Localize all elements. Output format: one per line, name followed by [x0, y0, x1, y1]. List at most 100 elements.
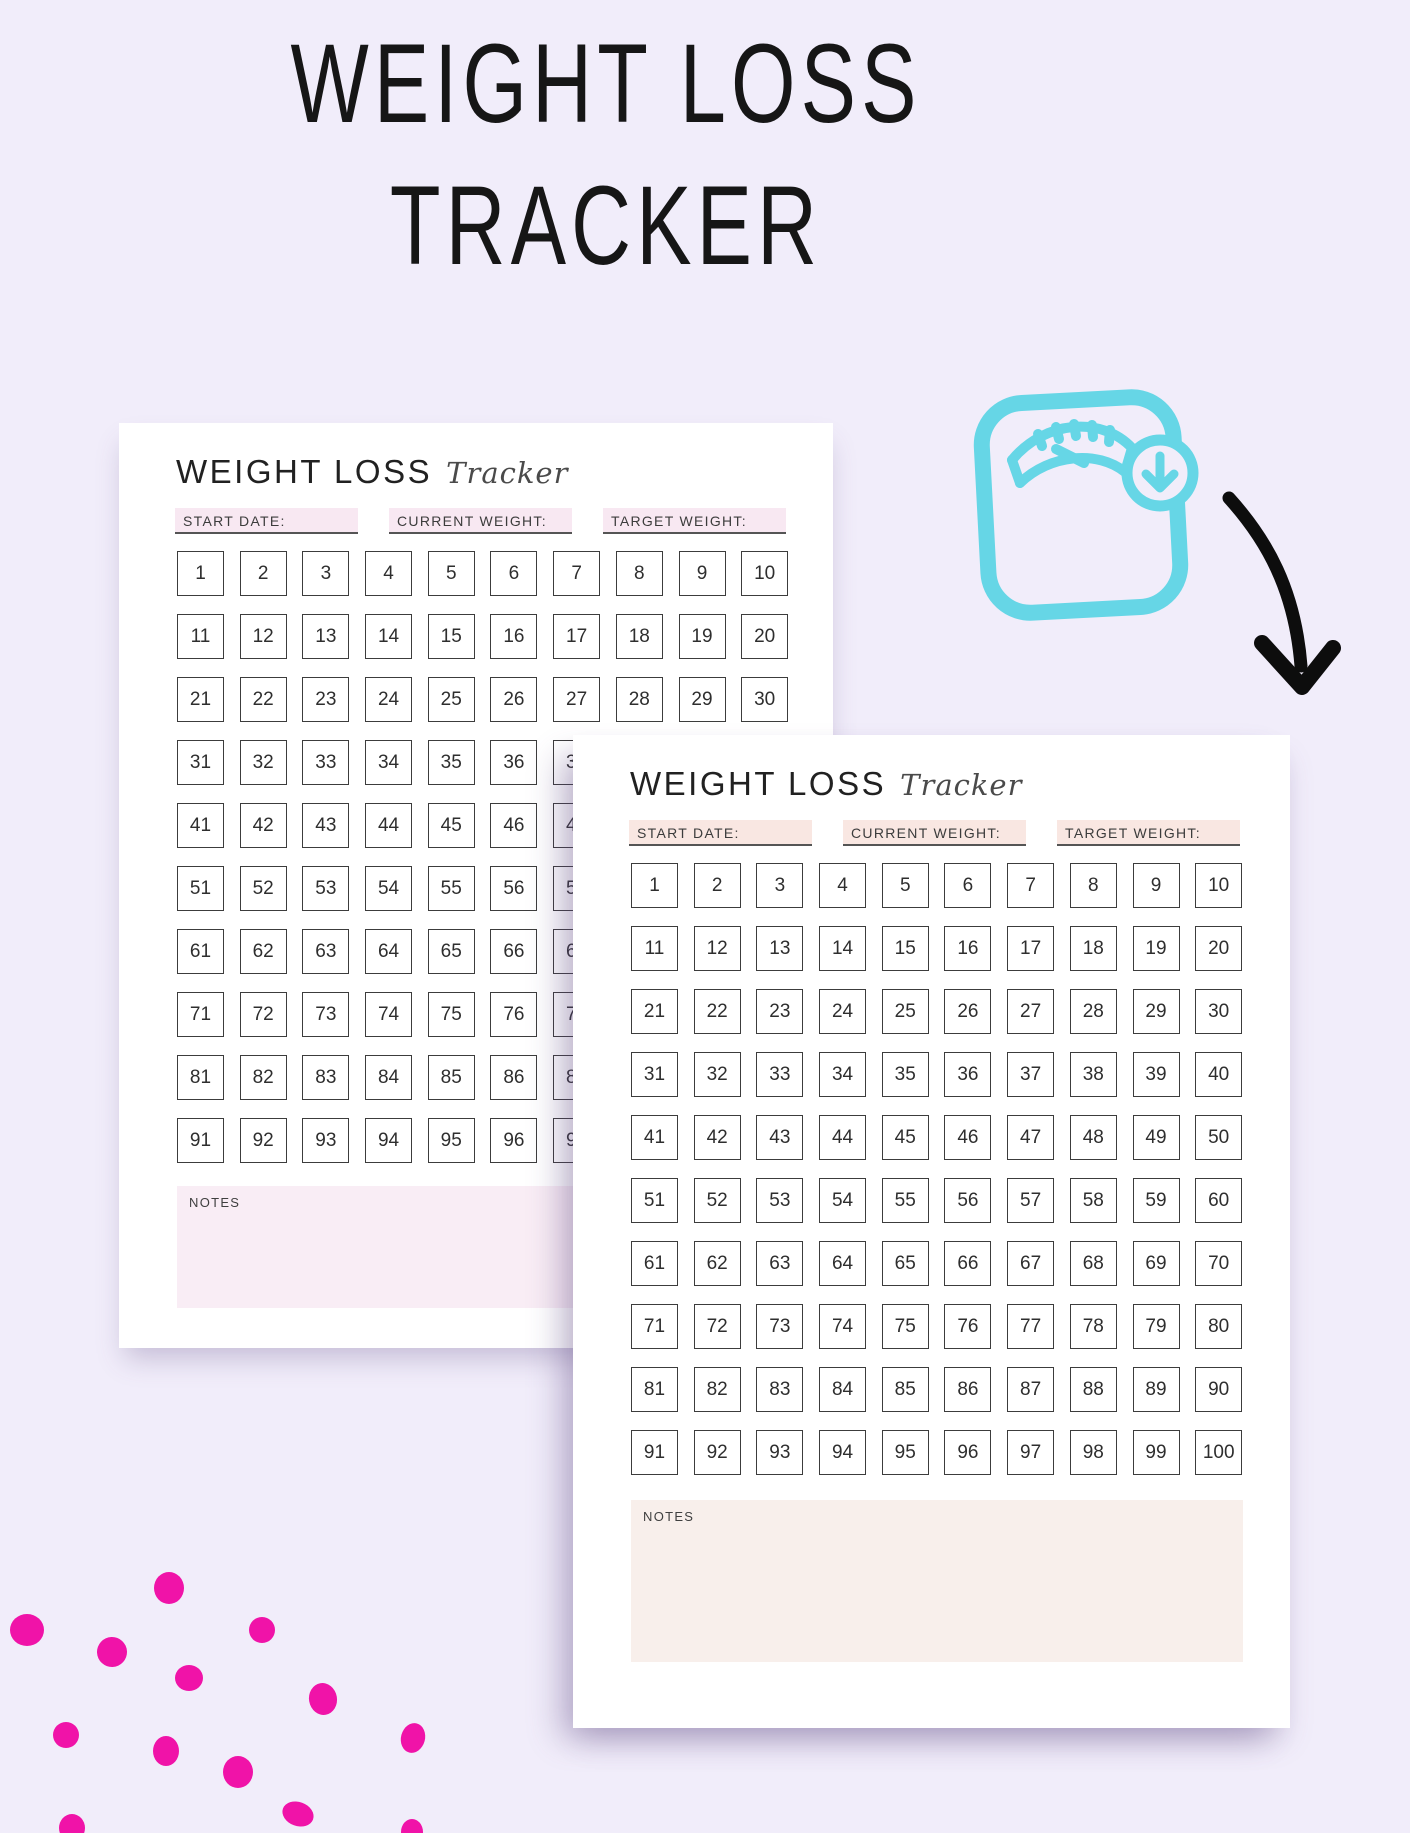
field-target-weight-label: TARGET WEIGHT: — [611, 513, 747, 529]
grid-cell: 25 — [427, 677, 475, 722]
grid-cell: 81 — [177, 1055, 224, 1100]
number-grid: 1 2 3 4 5 6 7 8 9 10 11 12 13 14 15 16 17 18 19 20 21 22 23 24 2… — [631, 863, 1243, 1475]
pink-dot — [10, 1614, 44, 1646]
grid-cell: 25 — [881, 989, 929, 1034]
grid-cell: 62 — [239, 929, 287, 974]
grid-cell: 45 — [427, 803, 475, 848]
grid-cell: 88 — [1069, 1367, 1117, 1412]
grid-cell: 46 — [490, 803, 538, 848]
grid-cell: 32 — [693, 1052, 741, 1097]
grid-cell: 78 — [1069, 1304, 1117, 1349]
grid-cell: 48 — [1069, 1115, 1117, 1160]
grid-cell: 21 — [631, 989, 678, 1034]
grid-cell: 29 — [1132, 989, 1180, 1034]
grid-cell: 71 — [177, 992, 224, 1037]
grid-cell: 35 — [881, 1052, 929, 1097]
grid-cell: 14 — [819, 926, 867, 971]
pink-dot — [175, 1665, 203, 1691]
fields-row: START DATE: CURRENT WEIGHT: TARGET WEIGH… — [175, 508, 787, 534]
notes-label: NOTES — [189, 1195, 241, 1210]
grid-cell: 17 — [553, 614, 601, 659]
grid-cell: 31 — [631, 1052, 678, 1097]
grid-cell: 61 — [631, 1241, 678, 1286]
grid-cell: 83 — [302, 1055, 350, 1100]
grid-cell: 12 — [239, 614, 287, 659]
field-target-weight-label: TARGET WEIGHT: — [1065, 825, 1201, 841]
grid-cell: 68 — [1069, 1241, 1117, 1286]
grid-cell: 13 — [756, 926, 804, 971]
grid-cell: 26 — [944, 989, 992, 1034]
page-header-title: WEIGHT LOSS — [176, 453, 433, 490]
grid-cell: 96 — [490, 1118, 538, 1163]
grid-cell: 53 — [302, 866, 350, 911]
field-current-weight-label: CURRENT WEIGHT: — [851, 825, 1001, 841]
grid-cell: 22 — [239, 677, 287, 722]
grid-cell: 61 — [177, 929, 224, 974]
pink-dot — [154, 1572, 184, 1604]
field-start-date: START DATE: — [175, 508, 358, 534]
grid-cell: 67 — [1007, 1241, 1055, 1286]
grid-cell: 27 — [1007, 989, 1055, 1034]
grid-cell: 6 — [944, 863, 992, 908]
grid-cell: 37 — [1007, 1052, 1055, 1097]
pink-dot — [153, 1736, 179, 1766]
grid-cell: 31 — [177, 740, 224, 785]
grid-cell: 62 — [693, 1241, 741, 1286]
field-start-date-label: START DATE: — [637, 825, 740, 841]
pink-dot — [282, 1801, 314, 1827]
grid-cell: 77 — [1007, 1304, 1055, 1349]
grid-cell: 73 — [756, 1304, 804, 1349]
grid-cell: 63 — [756, 1241, 804, 1286]
grid-cell: 8 — [1069, 863, 1117, 908]
grid-cell: 57 — [1007, 1178, 1055, 1223]
grid-cell: 55 — [427, 866, 475, 911]
grid-cell: 53 — [756, 1178, 804, 1223]
grid-cell: 27 — [553, 677, 601, 722]
grid-cell: 76 — [490, 992, 538, 1037]
grid-cell: 3 — [756, 863, 804, 908]
pink-dot — [308, 1683, 338, 1715]
pink-dot — [59, 1814, 85, 1833]
grid-cell: 23 — [302, 677, 350, 722]
grid-cell: 80 — [1195, 1304, 1243, 1349]
grid-cell: 58 — [1069, 1178, 1117, 1223]
grid-cell: 95 — [427, 1118, 475, 1163]
grid-cell: 42 — [239, 803, 287, 848]
grid-cell: 64 — [365, 929, 413, 974]
grid-cell: 65 — [881, 1241, 929, 1286]
grid-cell: 17 — [1007, 926, 1055, 971]
grid-cell: 24 — [365, 677, 413, 722]
tracker-page-front: WEIGHT LOSS Tracker START DATE: CURRENT W… — [573, 735, 1290, 1728]
grid-cell: 21 — [177, 677, 224, 722]
field-target-weight: TARGET WEIGHT: — [603, 508, 786, 534]
grid-cell: 39 — [1132, 1052, 1180, 1097]
circle-down-arrow-icon — [1121, 434, 1199, 512]
grid-cell: 14 — [365, 614, 413, 659]
grid-cell: 97 — [1007, 1430, 1055, 1475]
grid-cell: 20 — [741, 614, 789, 659]
grid-cell: 11 — [177, 614, 224, 659]
grid-cell: 52 — [239, 866, 287, 911]
grid-cell: 44 — [819, 1115, 867, 1160]
grid-cell: 55 — [881, 1178, 929, 1223]
weight-scale-icon — [973, 389, 1199, 621]
grid-cell: 43 — [756, 1115, 804, 1160]
grid-cell: 13 — [302, 614, 350, 659]
grid-cell: 28 — [1069, 989, 1117, 1034]
grid-cell: 30 — [741, 677, 789, 722]
grid-cell: 15 — [881, 926, 929, 971]
grid-cell: 91 — [177, 1118, 224, 1163]
field-start-date: START DATE: — [629, 820, 812, 846]
grid-cell: 9 — [678, 551, 726, 596]
grid-cell: 92 — [239, 1118, 287, 1163]
grid-cell: 72 — [239, 992, 287, 1037]
pink-dot — [97, 1637, 127, 1667]
grid-cell: 2 — [693, 863, 741, 908]
grid-cell: 43 — [302, 803, 350, 848]
grid-cell: 98 — [1069, 1430, 1117, 1475]
grid-cell: 75 — [427, 992, 475, 1037]
grid-cell: 69 — [1132, 1241, 1180, 1286]
page-header: WEIGHT LOSS Tracker — [630, 765, 1022, 803]
pink-dot — [401, 1819, 423, 1833]
grid-cell: 73 — [302, 992, 350, 1037]
